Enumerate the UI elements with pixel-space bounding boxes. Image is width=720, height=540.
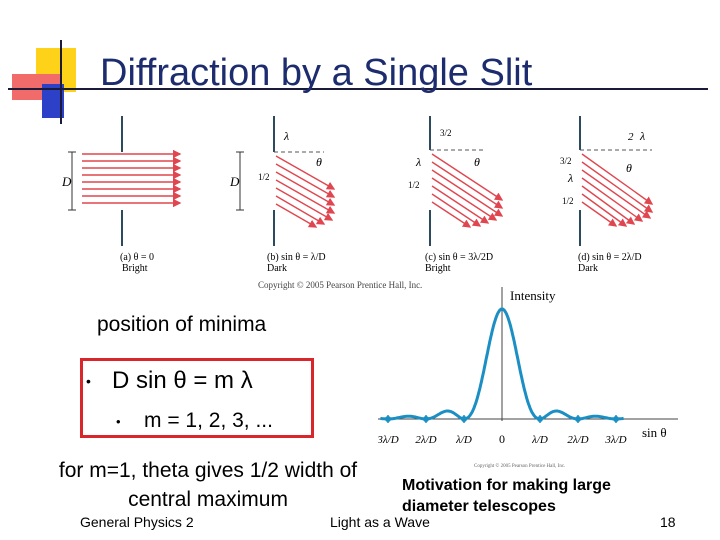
intensity-curve: [380, 307, 624, 421]
figure-copyright: Copyright © 2005 Pearson Prentice Hall, …: [258, 280, 422, 290]
panel-d: 2 λ 3/2 λ 1/2 θ (d) sin θ = 2λ/D Dark: [560, 116, 654, 274]
title-decoration-vertical-line: [60, 40, 62, 124]
minima-label: position of minima: [97, 313, 267, 336]
lambda-label: λ: [567, 171, 573, 185]
footer-topic: Light as a Wave: [330, 514, 430, 530]
tick-label: λ/D: [455, 434, 472, 446]
slit-diagram-figure: D (a) θ = 0 Bright D λ θ 1/2 (b) sin θ =…: [62, 116, 654, 290]
panel-c-result: Bright: [425, 263, 451, 274]
equation-highlight-box: [80, 358, 314, 438]
tick-labels: 3λ/D 2λ/D λ/D 0 λ/D 2λ/D 3λ/D: [378, 432, 627, 446]
tick-label: λ/D: [531, 434, 548, 446]
graph-copyright: Copyright © 2005 Pearson Prentice Hall, …: [474, 463, 565, 469]
tick-label: 3λ/D: [604, 434, 626, 446]
half-label: 1/2: [562, 196, 574, 206]
theta-label: θ: [316, 155, 322, 169]
panel-b: D λ θ 1/2 (b) sin θ = λ/D Dark: [229, 116, 336, 274]
theta-label: θ: [626, 161, 632, 175]
diffracted-rays-b: [275, 155, 336, 228]
panel-d-caption: (d) sin θ = 2λ/D: [578, 252, 642, 263]
panel-a-result: Bright: [122, 263, 148, 274]
sin-theta-axis-label: sin θ: [642, 425, 667, 440]
m-values: m = 1, 2, 3, ...: [144, 409, 273, 432]
panel-b-caption: (b) sin θ = λ/D: [267, 252, 326, 263]
lambda-label: λ: [415, 155, 421, 169]
lambda-label: λ: [639, 129, 645, 143]
panel-d-result: Dark: [578, 263, 598, 274]
parallel-rays: [82, 149, 182, 208]
d-label: D: [62, 174, 72, 189]
lambda-label: λ: [283, 129, 289, 143]
intensity-axis-label: Intensity: [510, 288, 556, 303]
panel-a-caption: (a) θ = 0: [120, 252, 154, 263]
minima-points: [385, 415, 619, 423]
half-label: 1/2: [408, 180, 420, 190]
telescope-motivation: Motivation for making large diameter tel…: [402, 477, 611, 515]
title-decoration-blue-square: [42, 84, 64, 118]
diffracted-rays-d: [581, 153, 654, 227]
slide-number: 18: [660, 514, 676, 530]
two-label: 2: [628, 131, 634, 143]
tick-label: 2λ/D: [415, 434, 436, 446]
theta-label: θ: [474, 155, 480, 169]
tick-label: 3λ/D: [378, 434, 399, 446]
panel-c: 3/2 λ 1/2 θ (c) sin θ = 3λ/2D Bright: [408, 116, 504, 274]
panel-c-caption: (c) sin θ = 3λ/2D: [425, 252, 493, 263]
tick-label: 2λ/D: [567, 434, 588, 446]
panel-b-result: Dark: [267, 263, 287, 274]
tick-label: 0: [499, 432, 505, 446]
bullet-marker: •: [116, 414, 121, 429]
half-label: 1/2: [258, 172, 270, 182]
three-half-label: 3/2: [560, 156, 572, 166]
footer-course: General Physics 2: [80, 514, 194, 530]
title-underline: [8, 88, 708, 90]
slide-title: Diffraction by a Single Slit: [100, 52, 533, 94]
central-maximum-note: for m=1, theta gives 1/2 width of centra…: [58, 459, 358, 511]
intensity-graph: Intensity sin θ 3λ/D 2λ/D λ/D 0 λ/D 2λ/D…: [378, 287, 678, 469]
minima-equation: D sin θ = m λ: [112, 367, 253, 394]
panel-a: D (a) θ = 0 Bright: [62, 116, 182, 274]
d-label: D: [229, 174, 240, 189]
diffracted-rays-c: [431, 153, 504, 228]
bullet-marker: •: [86, 373, 91, 389]
three-half-label: 3/2: [440, 128, 452, 138]
